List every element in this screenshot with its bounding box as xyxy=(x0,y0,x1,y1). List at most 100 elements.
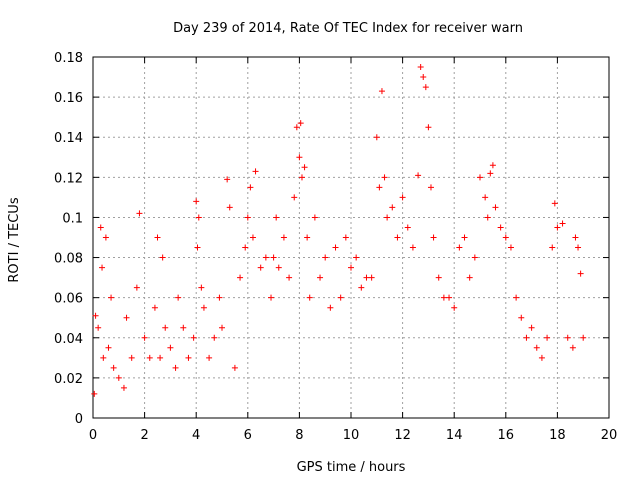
data-point xyxy=(162,324,169,331)
x-tick-label: 14 xyxy=(446,428,463,443)
x-tick-label: 4 xyxy=(192,428,200,443)
data-point xyxy=(108,294,115,301)
data-point xyxy=(244,214,251,221)
data-point xyxy=(200,304,207,311)
data-point xyxy=(399,194,406,201)
data-point xyxy=(394,234,401,241)
chart-title: Day 239 of 2014, Rate Of TEC Index for r… xyxy=(173,21,523,36)
data-point xyxy=(193,198,200,205)
data-point xyxy=(353,254,360,261)
data-point xyxy=(381,174,388,181)
data-point xyxy=(105,344,112,351)
data-point xyxy=(376,184,383,191)
data-marks xyxy=(91,64,587,397)
data-point xyxy=(569,344,576,351)
y-tick-labels: 0 0.02 0.04 0.06 0.08 0.1 0.12 0.14 0.16 0.18 xyxy=(54,51,83,427)
x-tick-label: 20 xyxy=(601,428,618,443)
data-point xyxy=(487,170,494,177)
x-tick-label: 12 xyxy=(394,428,411,443)
data-point xyxy=(180,324,187,331)
y-tick-label: 0.16 xyxy=(54,91,83,106)
data-point xyxy=(226,204,233,211)
data-point xyxy=(257,264,264,271)
data-point xyxy=(128,354,135,361)
data-point xyxy=(99,264,106,271)
data-point xyxy=(337,294,344,301)
data-point xyxy=(102,234,109,241)
y-tick-label: 0.08 xyxy=(54,252,83,267)
data-point xyxy=(304,234,311,241)
data-point xyxy=(384,214,391,221)
x-tick-label: 10 xyxy=(343,428,360,443)
data-point xyxy=(133,284,140,291)
data-point xyxy=(311,214,318,221)
data-point xyxy=(172,364,179,371)
data-point xyxy=(247,184,254,191)
data-point xyxy=(378,88,385,95)
data-point xyxy=(120,384,127,391)
data-point xyxy=(363,274,370,281)
x-tick-label: 16 xyxy=(498,428,515,443)
data-point xyxy=(559,220,566,227)
x-tick-label: 0 xyxy=(89,428,97,443)
data-point xyxy=(518,314,525,321)
y-tick-label: 0.02 xyxy=(54,372,83,387)
y-tick-label: 0 xyxy=(75,412,83,427)
data-point xyxy=(482,194,489,201)
data-point xyxy=(317,274,324,281)
data-point xyxy=(577,270,584,277)
data-point xyxy=(275,264,282,271)
data-point xyxy=(435,274,442,281)
data-point xyxy=(100,354,107,361)
data-point xyxy=(373,134,380,141)
x-tick-label: 6 xyxy=(244,428,252,443)
data-point xyxy=(270,254,277,261)
data-point xyxy=(484,214,491,221)
data-point xyxy=(533,344,540,351)
data-point xyxy=(110,364,117,371)
data-point xyxy=(262,254,269,261)
y-tick-label: 0.1 xyxy=(62,211,83,226)
data-point xyxy=(91,390,98,397)
data-point xyxy=(507,244,514,251)
data-point xyxy=(291,194,298,201)
data-point xyxy=(286,274,293,281)
data-point xyxy=(296,154,303,161)
y-tick-label: 0.12 xyxy=(54,171,83,186)
data-point xyxy=(298,174,305,181)
data-point xyxy=(190,334,197,341)
data-point xyxy=(273,214,280,221)
data-point xyxy=(216,294,223,301)
data-point xyxy=(422,84,429,91)
data-point xyxy=(280,234,287,241)
data-point xyxy=(368,274,375,281)
data-point xyxy=(580,334,587,341)
data-point xyxy=(157,354,164,361)
x-tick-label: 8 xyxy=(295,428,303,443)
data-point xyxy=(151,304,158,311)
data-point xyxy=(115,374,122,381)
data-point xyxy=(554,224,561,231)
data-point xyxy=(92,312,99,319)
data-point xyxy=(425,124,432,131)
data-point xyxy=(237,274,244,281)
data-point xyxy=(268,294,275,301)
data-point xyxy=(466,274,473,281)
y-tick-label: 0.06 xyxy=(54,292,83,307)
data-point xyxy=(564,334,571,341)
axis-ticks xyxy=(92,56,610,419)
grid xyxy=(93,57,609,418)
y-tick-label: 0.04 xyxy=(54,332,83,347)
data-point xyxy=(358,284,365,291)
data-point xyxy=(206,354,213,361)
data-point xyxy=(551,200,558,207)
data-point xyxy=(404,224,411,231)
data-point xyxy=(297,120,304,127)
data-point xyxy=(489,162,496,169)
x-tick-label: 2 xyxy=(140,428,148,443)
data-point xyxy=(327,304,334,311)
data-point xyxy=(159,254,166,261)
data-point xyxy=(175,294,182,301)
data-point xyxy=(301,164,308,171)
